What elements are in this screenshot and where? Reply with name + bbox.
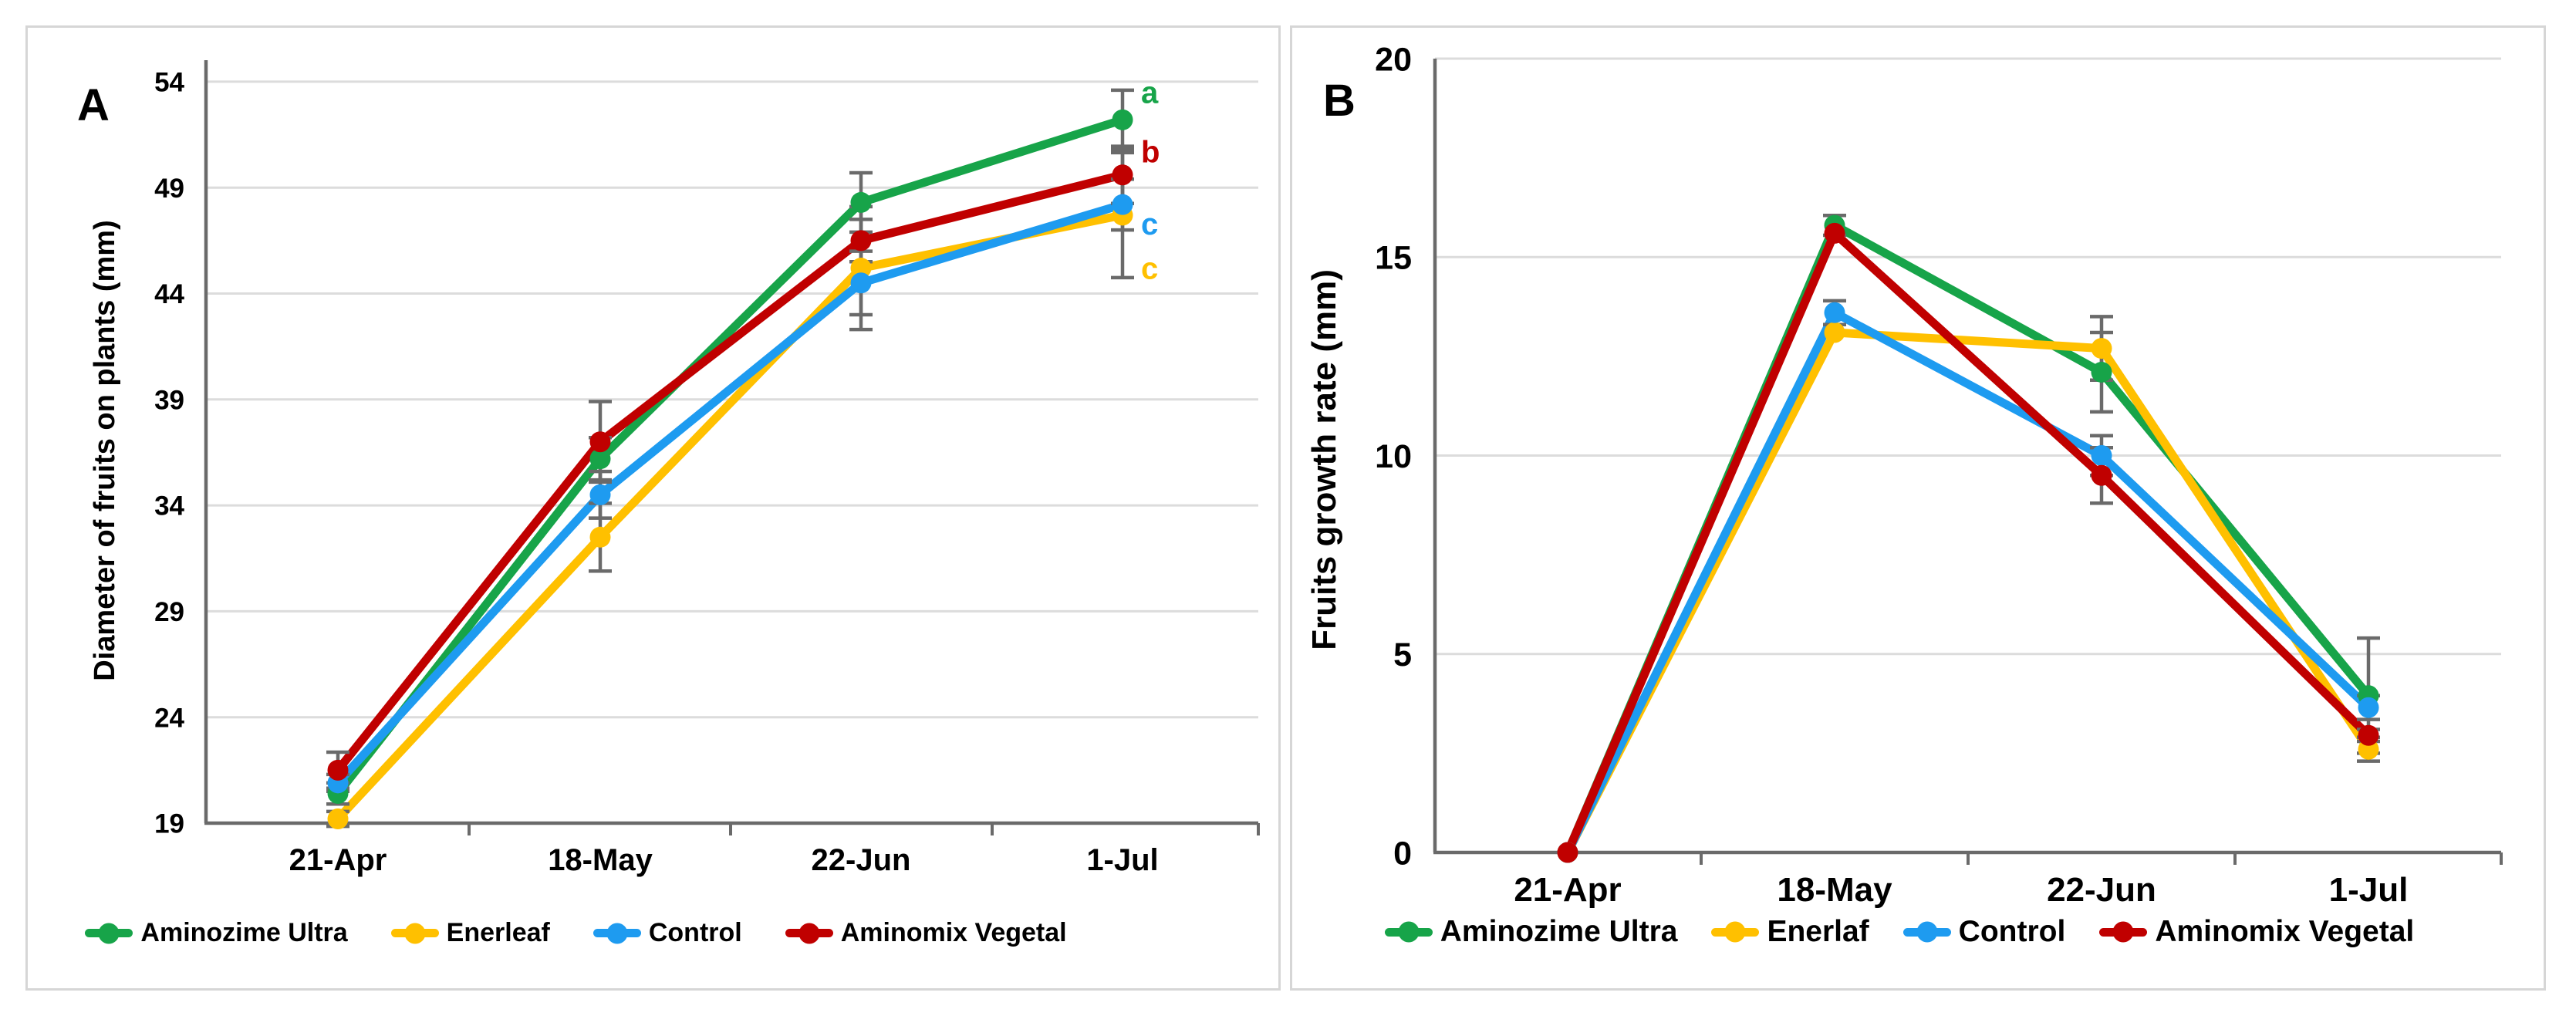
- legend-label: Aminomix Vegetal: [840, 918, 1067, 947]
- x-tick-label: 22-Jun: [812, 843, 911, 877]
- panel-a-label: A: [77, 80, 110, 130]
- x-tick-label: 18-May: [1777, 871, 1892, 909]
- data-series-line: [333, 115, 1127, 798]
- legend-label: Aminomix Vegetal: [2155, 915, 2415, 948]
- panel-b-legend: Aminozime Ultra Enerlaf Control Aminomix…: [1274, 915, 2525, 949]
- data-point-marker: [1112, 194, 1133, 215]
- y-tick-label: 44: [154, 279, 184, 309]
- y-axis-title: Diameter of fruits on plants (mm): [89, 220, 121, 681]
- data-point-marker: [1112, 164, 1133, 186]
- data-point-marker: [1824, 302, 1845, 323]
- x-tick-label: 18-May: [548, 843, 653, 877]
- y-tick-label: 15: [1375, 240, 1412, 277]
- growth-rate-line-chart: 0 5 10 15 20 21-Apr 18-May 22-Jun 1-Jul Fruits gr…: [1305, 41, 2503, 909]
- data-series-line: [1563, 328, 2373, 857]
- significance-letter: c: [1141, 252, 1158, 286]
- line-marker-icon: [1711, 927, 1760, 937]
- x-tick-label: 1-Jul: [1086, 843, 1158, 877]
- significance-letter: c: [1141, 208, 1158, 241]
- data-series-line: [1563, 228, 2373, 857]
- line-marker-icon: [85, 929, 133, 937]
- data-point-marker: [2358, 697, 2379, 718]
- data-point-marker: [2091, 338, 2112, 359]
- y-tick-label: 5: [1393, 636, 1412, 673]
- line-marker-icon: [390, 929, 439, 937]
- line-marker-icon: [1902, 927, 1951, 937]
- panel-a-legend: Aminozime Ultra Enerleaf Control Aminomi…: [0, 918, 1201, 948]
- data-point-marker: [327, 759, 349, 781]
- line-marker-icon: [593, 929, 641, 937]
- y-tick-label: 10: [1375, 438, 1412, 475]
- data-point-marker: [589, 526, 611, 548]
- line-marker-icon: [785, 929, 833, 937]
- x-tick-label: 21-Apr: [1514, 871, 1621, 909]
- data-point-marker: [589, 431, 611, 453]
- data-point-marker: [2091, 464, 2112, 486]
- y-tick-label: 39: [154, 385, 184, 415]
- y-tick-label: 34: [154, 491, 184, 522]
- legend-label: Enerlaf: [1767, 915, 1869, 948]
- legend-item-aminomix-vegetal: Aminomix Vegetal: [2099, 915, 2414, 949]
- data-series-line: [333, 200, 1127, 788]
- y-tick-label: 54: [154, 68, 184, 98]
- data-series-line: [1563, 221, 2373, 857]
- line-marker-icon: [2099, 927, 2148, 937]
- data-point-marker: [850, 230, 872, 251]
- y-tick-label: 19: [154, 809, 184, 839]
- legend-item-aminomix-vegetal: Aminomix Vegetal: [785, 918, 1067, 948]
- data-point-marker: [1824, 322, 1845, 343]
- data-point-marker: [2358, 724, 2379, 746]
- legend-item-control: Control: [1902, 915, 2066, 949]
- data-series-line: [333, 170, 1127, 775]
- data-series-line: [333, 211, 1127, 824]
- y-tick-label: 29: [154, 597, 184, 627]
- data-point-marker: [1112, 109, 1133, 130]
- data-series-line: [1563, 308, 2373, 857]
- data-point-marker: [589, 484, 611, 505]
- significance-letter: a: [1141, 76, 1159, 110]
- diameter-line-chart: 19 24 29 34 39 44 49 54 21-Apr 18-May 22-Jun 1-Jul D…: [89, 60, 1260, 877]
- panel-a: 19 24 29 34 39 44 49 54 21-Apr 18-May 22-Jun 1-Jul D…: [25, 25, 1281, 991]
- legend-item-enerlaf: Enerlaf: [1711, 915, 1869, 949]
- data-point-marker: [2091, 361, 2112, 383]
- data-point-marker: [850, 272, 872, 294]
- y-axis-title: Fruits growth rate (mm): [1305, 269, 1343, 650]
- line-marker-icon: [1384, 927, 1433, 937]
- data-point-marker: [589, 448, 611, 470]
- x-tick-label: 1-Jul: [2329, 871, 2409, 909]
- panel-b: 0 5 10 15 20 21-Apr 18-May 22-Jun 1-Jul Fruits gr…: [1290, 25, 2546, 991]
- legend-label: Aminozime Ultra: [1440, 915, 1678, 948]
- legend-label: Enerleaf: [446, 918, 550, 947]
- data-point-marker: [850, 258, 872, 279]
- legend-label: Aminozime Ultra: [140, 918, 348, 947]
- legend-item-control: Control: [593, 918, 742, 948]
- legend-item-enerleaf: Enerleaf: [390, 918, 550, 948]
- data-point-marker: [1824, 222, 1845, 244]
- data-point-marker: [850, 191, 872, 213]
- significance-letter: b: [1141, 136, 1160, 170]
- legend-item-aminozime-ultra: Aminozime Ultra: [1384, 915, 1678, 949]
- legend-label: Control: [1958, 915, 2066, 948]
- legend-label: Control: [648, 918, 742, 947]
- data-point-marker: [1557, 842, 1578, 863]
- panel-b-label: B: [1323, 76, 1356, 126]
- data-point-marker: [2091, 445, 2112, 466]
- x-tick-label: 22-Jun: [2047, 871, 2156, 909]
- legend-item-aminozime-ultra: Aminozime Ultra: [85, 918, 348, 948]
- y-tick-label: 20: [1375, 41, 1412, 78]
- x-tick-label: 21-Apr: [289, 843, 387, 877]
- data-point-marker: [327, 808, 349, 830]
- y-tick-label: 24: [154, 703, 184, 733]
- y-tick-label: 49: [154, 174, 184, 204]
- y-tick-label: 0: [1393, 835, 1412, 872]
